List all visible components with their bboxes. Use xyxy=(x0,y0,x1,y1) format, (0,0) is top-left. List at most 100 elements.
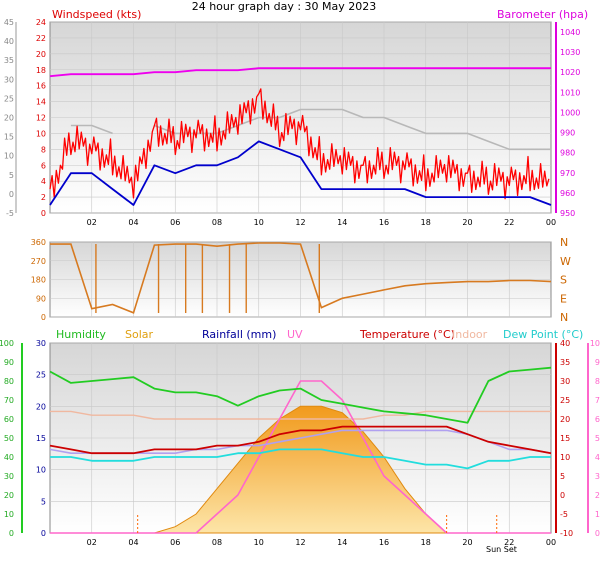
uv-tick: 4 xyxy=(595,453,600,462)
sunset-label: Sun Set xyxy=(486,545,517,554)
wind-time-label: 10 xyxy=(254,218,264,227)
dir-compass-tick: N xyxy=(560,236,568,249)
rainfall-tick: 15 xyxy=(36,434,46,443)
windspeed-tick: 8 xyxy=(41,145,46,154)
barometer-axis-title: Barometer (hpa) xyxy=(497,8,588,21)
humidity-tick: 60 xyxy=(4,415,14,424)
temperature-tick: -5 xyxy=(560,510,568,519)
temperature-tick: -10 xyxy=(560,529,573,538)
temperature-tick: 25 xyxy=(560,396,570,405)
wind-time-label: 16 xyxy=(379,218,389,227)
uv-tick: 6 xyxy=(595,415,600,424)
env-time-label: 08 xyxy=(212,538,222,547)
env-time-label: 04 xyxy=(128,538,138,547)
legend-temperature: Temperature (°C) xyxy=(359,328,455,341)
wind-outer-tick: 0 xyxy=(9,190,14,199)
humidity-tick: 70 xyxy=(4,396,14,405)
barometer-tick: 970 xyxy=(560,169,575,178)
env-time-label: 00 xyxy=(546,538,556,547)
uv-tick: 3 xyxy=(595,472,600,481)
barometer-tick: 980 xyxy=(560,149,575,158)
series-indoor xyxy=(50,410,551,420)
windspeed-tick: 4 xyxy=(41,177,46,186)
humidity-tick: 90 xyxy=(4,358,14,367)
uv-tick: 9 xyxy=(595,358,600,367)
series-temperature xyxy=(49,425,552,455)
windspeed-tick: 6 xyxy=(41,161,46,170)
barometer-tick: 990 xyxy=(560,129,575,138)
wind-time-label: 04 xyxy=(128,218,138,227)
barometer-tick: 960 xyxy=(560,189,575,198)
wind-outer-tick: 40 xyxy=(4,37,14,46)
uv-tick: 10 xyxy=(590,339,600,348)
wind-outer-tick: 5 xyxy=(9,171,14,180)
wind-outer-tick: 10 xyxy=(4,152,14,161)
wind-outer-tick: 35 xyxy=(4,56,14,65)
wind-time-label: 18 xyxy=(421,218,431,227)
temperature-tick: 20 xyxy=(560,415,570,424)
wind-time-label: 22 xyxy=(504,218,514,227)
env-time-label: 12 xyxy=(295,538,305,547)
series-uv xyxy=(50,380,551,534)
wind-outer-tick: 20 xyxy=(4,114,14,123)
chart-marks: 242220181614121086420454035302520151050-… xyxy=(0,18,600,547)
legend-uv: UV xyxy=(287,328,303,341)
windspeed-tick: 12 xyxy=(36,114,46,123)
series-humidity xyxy=(49,366,552,424)
series-barometer xyxy=(49,67,551,78)
wind-outer-tick: -5 xyxy=(6,209,14,218)
windspeed-tick: 18 xyxy=(36,66,46,75)
series-wind-speed xyxy=(49,88,550,200)
wind-time-label: 14 xyxy=(337,218,347,227)
dir-compass-tick: N xyxy=(560,311,568,324)
env-time-label: 14 xyxy=(337,538,347,547)
wind-time-label: 00 xyxy=(546,218,556,227)
temperature-tick: 30 xyxy=(560,377,570,386)
humidity-tick: 20 xyxy=(4,491,14,500)
legend-solar: Solar xyxy=(125,328,154,341)
humidity-tick: 10 xyxy=(4,510,14,519)
barometer-tick: 1010 xyxy=(560,88,580,97)
dir-compass-tick: W xyxy=(560,255,571,268)
wind-outer-tick: 15 xyxy=(4,133,14,142)
windspeed-tick: 20 xyxy=(36,50,46,59)
env-time-label: 06 xyxy=(170,538,180,547)
humidity-tick: 100 xyxy=(0,339,14,348)
barometer-tick: 1020 xyxy=(560,68,580,77)
windspeed-tick: 2 xyxy=(41,193,46,202)
humidity-tick: 50 xyxy=(4,434,14,443)
humidity-tick: 0 xyxy=(9,529,14,538)
env-time-label: 20 xyxy=(462,538,472,547)
barometer-tick: 950 xyxy=(560,209,575,218)
windspeed-tick: 22 xyxy=(36,34,46,43)
temperature-tick: 0 xyxy=(560,491,565,500)
barometer-tick: 1030 xyxy=(560,48,580,57)
temperature-tick: 40 xyxy=(560,339,570,348)
windspeed-tick: 10 xyxy=(36,129,46,138)
env-time-label: 16 xyxy=(379,538,389,547)
env-time-label: 18 xyxy=(421,538,431,547)
uv-tick: 1 xyxy=(595,510,600,519)
dir-degree-tick: 270 xyxy=(31,257,46,266)
humidity-tick: 40 xyxy=(4,453,14,462)
wind-time-label: 20 xyxy=(462,218,472,227)
humidity-tick: 80 xyxy=(4,377,14,386)
wind-time-label: 06 xyxy=(170,218,180,227)
dir-degree-tick: 180 xyxy=(31,276,46,285)
temperature-tick: 10 xyxy=(560,453,570,462)
env-time-label: 22 xyxy=(504,538,514,547)
wind-time-label: 08 xyxy=(212,218,222,227)
windspeed-tick: 16 xyxy=(36,82,46,91)
barometer-tick: 1000 xyxy=(560,108,580,117)
rainfall-tick: 20 xyxy=(36,402,46,411)
wind-time-label: 02 xyxy=(87,218,97,227)
graph-title: 24 hour graph day : 30 May 2023 xyxy=(192,0,377,13)
legend-dewpoint: Dew Point (°C) xyxy=(503,328,583,341)
rainfall-tick: 10 xyxy=(36,466,46,475)
dir-compass-tick: E xyxy=(560,292,567,305)
windspeed-tick: 0 xyxy=(41,209,46,218)
barometer-tick: 1040 xyxy=(560,28,580,37)
windspeed-tick: 14 xyxy=(36,98,46,107)
temperature-tick: 35 xyxy=(560,358,570,367)
